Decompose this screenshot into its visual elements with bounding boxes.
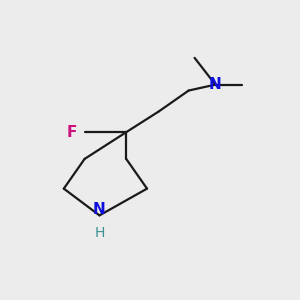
Text: F: F [67, 125, 77, 140]
Text: H: H [94, 226, 105, 240]
Text: N: N [209, 77, 222, 92]
Text: N: N [93, 202, 106, 217]
